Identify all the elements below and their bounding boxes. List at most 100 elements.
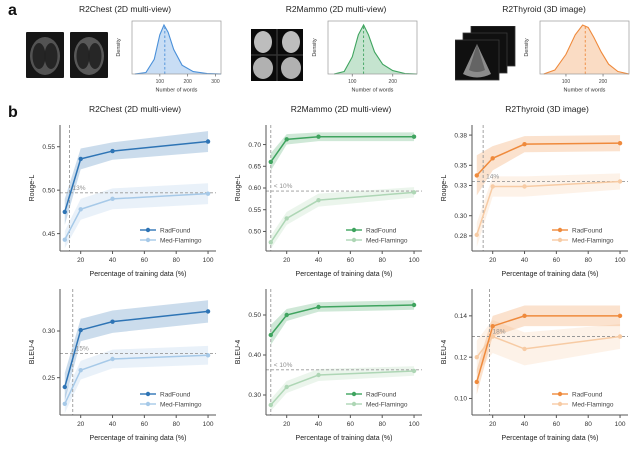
svg-text:Percentage of training data (%: Percentage of training data (%) bbox=[502, 435, 599, 442]
thyroid-scan-stack bbox=[454, 26, 515, 81]
svg-text:0.45: 0.45 bbox=[42, 231, 55, 238]
svg-text:60: 60 bbox=[141, 257, 149, 264]
svg-text:60: 60 bbox=[347, 257, 355, 264]
column-mammo: R2Mammo (2D multi-view) < 10% 20 40 60 80 100… bbox=[230, 104, 430, 445]
svg-text:300: 300 bbox=[211, 79, 220, 85]
svg-text:Number of words: Number of words bbox=[351, 88, 393, 94]
rouge-l-chest-chart: 13% 20 40 60 80 100 0.45 0.50 0.55 Percentage of … bbox=[29, 125, 216, 278]
svg-text:0.30: 0.30 bbox=[454, 213, 467, 220]
dataset-chest-title: R2Chest (2D multi-view) bbox=[78, 4, 172, 14]
svg-text:40: 40 bbox=[109, 257, 117, 264]
svg-text:Rouge-L: Rouge-L bbox=[29, 174, 36, 201]
svg-text:0.35: 0.35 bbox=[454, 163, 467, 170]
svg-text:0.50: 0.50 bbox=[248, 312, 261, 319]
svg-text:80: 80 bbox=[585, 421, 593, 428]
panel-a: a R2Chest (2D multi-view) bbox=[0, 2, 640, 94]
chest-xray-thumbnails bbox=[26, 32, 108, 78]
svg-text:14%: 14% bbox=[486, 173, 499, 180]
svg-text:100: 100 bbox=[409, 421, 420, 428]
svg-text:Density: Density bbox=[312, 38, 318, 57]
svg-text:100: 100 bbox=[615, 257, 626, 264]
svg-text:100: 100 bbox=[348, 79, 357, 85]
dataset-thyroid: R2Thyroid (3D image) 100 200 Number of wor… bbox=[448, 4, 640, 94]
svg-text:200: 200 bbox=[183, 79, 192, 85]
svg-text:0.40: 0.40 bbox=[248, 352, 261, 359]
svg-text:100: 100 bbox=[155, 79, 164, 85]
svg-text:0.28: 0.28 bbox=[454, 233, 467, 240]
thyroid-charts-title: R2Thyroid (3D image) bbox=[505, 104, 589, 114]
svg-text:0.60: 0.60 bbox=[248, 185, 261, 192]
svg-text:Percentage of training data (%: Percentage of training data (%) bbox=[90, 271, 187, 278]
svg-text:RadFound: RadFound bbox=[366, 391, 397, 398]
svg-text:0.55: 0.55 bbox=[248, 207, 261, 214]
dataset-mammo-body: 100 200 Number of words Density bbox=[240, 16, 432, 94]
svg-text:80: 80 bbox=[379, 257, 387, 264]
svg-text:0.30: 0.30 bbox=[42, 328, 55, 335]
panel-b: b R2Chest (2D multi-view) 13% 20 40 60 80 100… bbox=[0, 104, 640, 445]
thyroid-word-count-density-chart: 100 200 Number of words Density bbox=[524, 20, 629, 94]
dataset-chest-body: 100 200 300 Number of words Density bbox=[26, 16, 224, 94]
svg-text:100: 100 bbox=[203, 421, 214, 428]
svg-text:BLEU-4: BLEU-4 bbox=[235, 340, 242, 365]
svg-text:200: 200 bbox=[388, 79, 397, 85]
svg-text:80: 80 bbox=[379, 421, 387, 428]
svg-text:RadFound: RadFound bbox=[572, 391, 603, 398]
dataset-chest: R2Chest (2D multi-view) bbox=[26, 4, 224, 94]
svg-text:20: 20 bbox=[283, 257, 291, 264]
chest-word-count-density-chart: 100 200 300 Number of words Density bbox=[116, 20, 222, 94]
svg-text:Med-Flamingo: Med-Flamingo bbox=[160, 237, 202, 244]
svg-text:Med-Flamingo: Med-Flamingo bbox=[160, 401, 202, 408]
svg-text:0.25: 0.25 bbox=[42, 375, 55, 382]
svg-text:40: 40 bbox=[521, 257, 529, 264]
panel-b-label: b bbox=[8, 104, 18, 121]
svg-text:Percentage of training data (%: Percentage of training data (%) bbox=[90, 435, 187, 442]
svg-text:0.50: 0.50 bbox=[248, 229, 261, 236]
svg-text:RadFound: RadFound bbox=[160, 227, 191, 234]
svg-text:Med-Flamingo: Med-Flamingo bbox=[572, 401, 614, 408]
svg-text:0.50: 0.50 bbox=[42, 187, 55, 194]
svg-text:20: 20 bbox=[77, 421, 85, 428]
svg-text:20: 20 bbox=[489, 421, 497, 428]
svg-text:13%: 13% bbox=[73, 185, 86, 192]
svg-text:Percentage of training data (%: Percentage of training data (%) bbox=[296, 271, 393, 278]
panel-b-grid: R2Chest (2D multi-view) 13% 20 40 60 80 100 0.… bbox=[0, 104, 640, 445]
svg-text:100: 100 bbox=[615, 421, 626, 428]
svg-text:0.12: 0.12 bbox=[454, 354, 467, 361]
svg-text:Density: Density bbox=[116, 38, 122, 57]
svg-text:100: 100 bbox=[203, 257, 214, 264]
svg-text:60: 60 bbox=[553, 421, 561, 428]
panel-a-row: R2Chest (2D multi-view) bbox=[0, 2, 640, 94]
svg-text:< 10%: < 10% bbox=[274, 362, 293, 369]
svg-text:40: 40 bbox=[521, 421, 529, 428]
svg-text:20: 20 bbox=[77, 257, 85, 264]
svg-text:0.65: 0.65 bbox=[248, 163, 261, 170]
mammogram-thumbnail bbox=[250, 29, 303, 81]
svg-text:RadFound: RadFound bbox=[572, 227, 603, 234]
svg-text:Percentage of training data (%: Percentage of training data (%) bbox=[502, 271, 599, 278]
svg-text:80: 80 bbox=[585, 257, 593, 264]
svg-text:100: 100 bbox=[561, 79, 570, 85]
svg-text:18%: 18% bbox=[493, 329, 506, 336]
dataset-mammo-title: R2Mammo (2D multi-view) bbox=[285, 4, 387, 14]
svg-text:0.38: 0.38 bbox=[454, 132, 467, 139]
svg-text:0.14: 0.14 bbox=[454, 313, 467, 320]
svg-text:100: 100 bbox=[409, 257, 420, 264]
svg-text:BLEU-4: BLEU-4 bbox=[441, 340, 448, 365]
svg-text:40: 40 bbox=[109, 421, 117, 428]
rouge-l-mammo-chart: < 10% 20 40 60 80 100 0.50 0.55 0.60 0.65 0.70 Perc… bbox=[235, 125, 422, 278]
panel-a-label: a bbox=[8, 2, 17, 19]
svg-text:200: 200 bbox=[598, 79, 607, 85]
svg-text:80: 80 bbox=[173, 421, 181, 428]
svg-text:60: 60 bbox=[141, 421, 149, 428]
svg-text:20: 20 bbox=[489, 257, 497, 264]
svg-text:Rouge-L: Rouge-L bbox=[235, 174, 242, 201]
svg-text:Percentage of training data (%: Percentage of training data (%) bbox=[296, 435, 393, 442]
svg-text:Med-Flamingo: Med-Flamingo bbox=[572, 237, 614, 244]
dataset-mammo: R2Mammo (2D multi-view) 100 200 Number of … bbox=[240, 4, 432, 94]
svg-text:Number of words: Number of words bbox=[155, 88, 197, 94]
svg-text:Rouge-L: Rouge-L bbox=[441, 174, 448, 201]
column-chest: R2Chest (2D multi-view) 13% 20 40 60 80 100 0.… bbox=[24, 104, 224, 445]
svg-text:0.70: 0.70 bbox=[248, 142, 261, 149]
svg-text:0.10: 0.10 bbox=[454, 396, 467, 403]
